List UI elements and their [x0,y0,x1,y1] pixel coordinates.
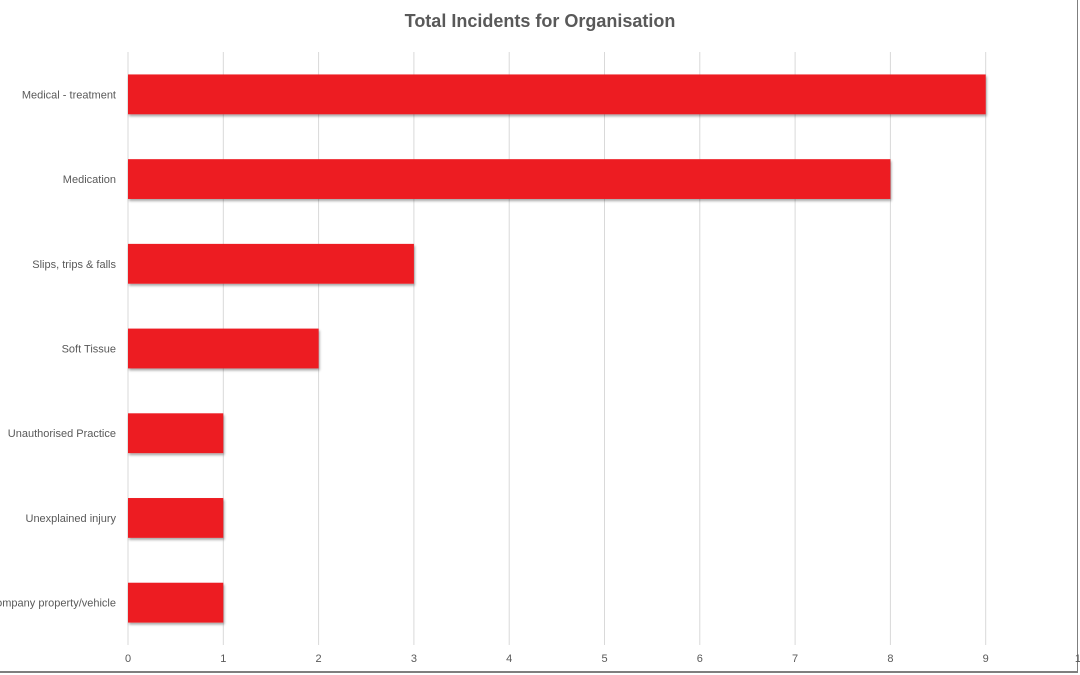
bars [128,74,986,623]
x-tick-label: 0 [125,653,131,665]
x-tick-label: 9 [983,653,989,665]
category-label: Medication [63,174,116,186]
gridlines [127,52,987,645]
chart-title: Total Incidents for Organisation [404,11,676,31]
bar [128,413,224,454]
x-tick-label: 4 [506,653,512,665]
category-label: Slips, trips & falls [32,259,116,271]
bar [128,328,319,369]
x-tick-label: 2 [316,653,322,665]
x-tick-label: 10 [1075,653,1080,665]
category-labels: Medical - treatment Medication Slips, trip… [0,89,116,609]
category-label: Soft Tissue [62,344,116,356]
bar [128,159,891,199]
category-label: Unauthorised Practice [8,428,116,440]
x-tick-label: 5 [601,653,607,665]
bar [128,243,414,284]
bar [128,582,224,623]
x-tick-label: 3 [411,653,417,665]
x-tick-label: 6 [697,653,703,665]
x-tick-labels: 0 1 2 3 4 5 6 7 8 9 10 [125,653,1080,665]
category-label: Medical - treatment [22,89,116,101]
x-tick-label: 7 [792,653,798,665]
x-tick-label: 1 [220,653,226,665]
bar [128,74,986,115]
bar [128,498,224,538]
category-label: Company property/vehicle [0,598,116,610]
category-label: Unexplained injury [26,513,117,525]
x-tick-label: 8 [887,653,893,665]
